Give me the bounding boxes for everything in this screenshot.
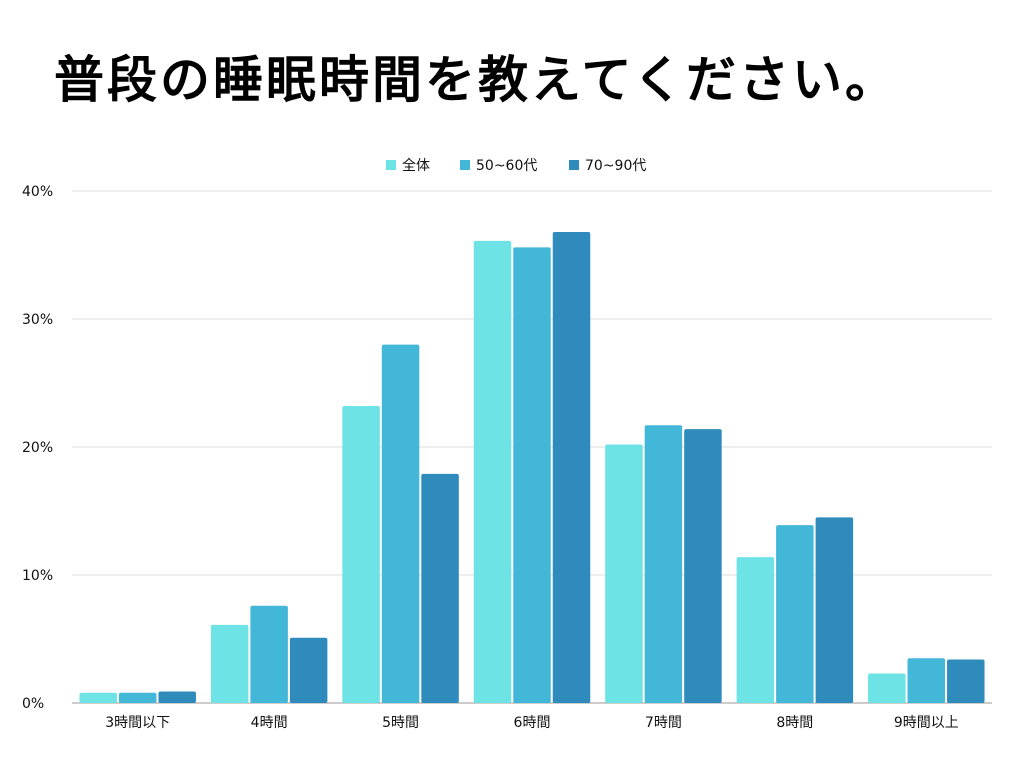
bar (815, 517, 854, 703)
bars (79, 231, 985, 704)
x-tick-label: 5時間 (382, 715, 419, 731)
bar (118, 692, 157, 703)
y-tick-label: 40% (22, 184, 53, 200)
x-tick-label: 6時間 (514, 715, 551, 731)
bar (210, 624, 249, 703)
bar (776, 525, 814, 703)
y-axis-ticks: 0% 10% 20% 30% 40% (22, 184, 53, 712)
legend-label: 全体 (402, 157, 430, 174)
bar (552, 231, 591, 703)
bar (158, 691, 196, 703)
bar (79, 692, 117, 703)
x-tick-label: 7時間 (645, 715, 682, 731)
bar (421, 473, 459, 703)
x-axis-labels: 3時間以下 4時間 5時間 6時間 7時間 8時間 9時間以上 (105, 715, 958, 731)
chart-title: 普段の睡眠時間を教えてください。 (54, 51, 898, 109)
legend-swatch (386, 160, 396, 170)
bar (736, 557, 775, 703)
bar (907, 658, 946, 703)
legend-label: 50~60代 (476, 158, 537, 174)
x-tick-label: 3時間以下 (105, 715, 170, 731)
legend-label: 70~90代 (585, 158, 646, 174)
bar (289, 637, 328, 703)
legend: 全体 50~60代 70~90代 (386, 157, 646, 174)
bar (868, 673, 906, 703)
bar (605, 444, 643, 703)
bar (644, 425, 683, 703)
x-tick-label: 8時間 (776, 715, 813, 731)
x-tick-label: 9時間以上 (894, 715, 959, 731)
y-tick-label: 10% (22, 568, 53, 584)
y-tick-label: 30% (22, 312, 53, 328)
y-tick-label: 0% (22, 696, 44, 712)
legend-swatch (569, 160, 579, 170)
bar (250, 605, 288, 703)
bar (684, 429, 722, 703)
bar (513, 247, 551, 703)
bar (473, 240, 512, 704)
x-tick-label: 4時間 (251, 715, 288, 731)
bar (947, 659, 985, 703)
legend-swatch (460, 160, 470, 170)
bar (381, 344, 420, 703)
y-tick-label: 20% (22, 440, 53, 456)
bar (342, 406, 380, 703)
